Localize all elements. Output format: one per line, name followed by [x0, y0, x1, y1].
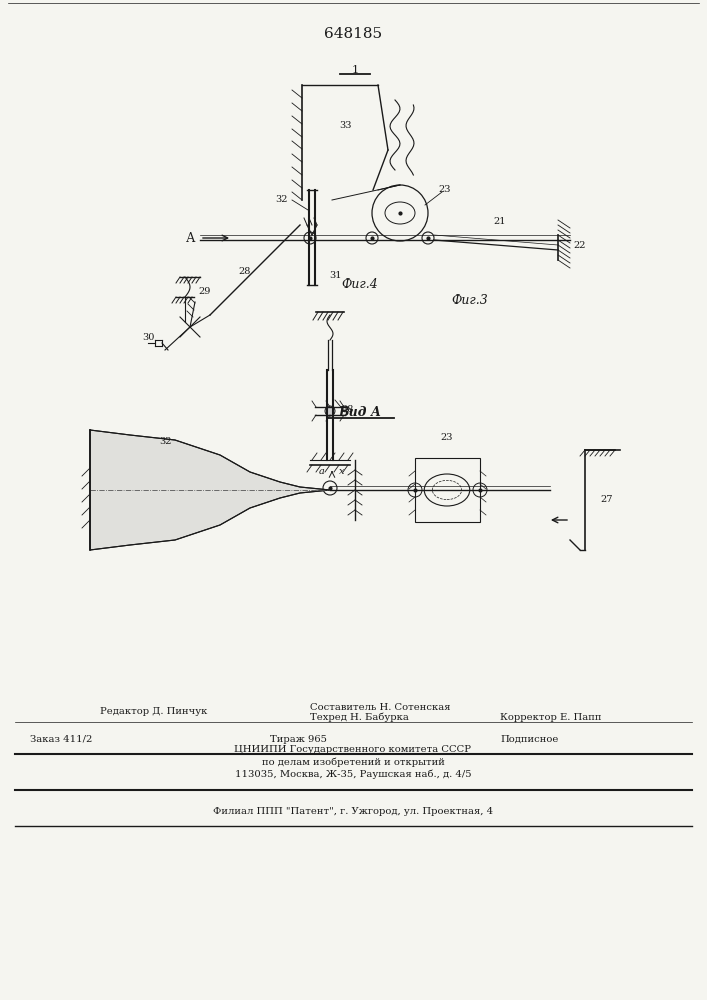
Text: 32: 32 — [159, 438, 171, 446]
Text: Корректор Е. Папп: Корректор Е. Папп — [500, 712, 602, 722]
Polygon shape — [90, 430, 330, 550]
Text: Подписное: Подписное — [500, 734, 559, 744]
Text: 33: 33 — [339, 120, 351, 129]
Text: Тираж 965: Тираж 965 — [270, 734, 327, 744]
Text: 29: 29 — [199, 288, 211, 296]
Text: Техред Н. Бабурка: Техред Н. Бабурка — [310, 712, 409, 722]
Text: 23: 23 — [440, 434, 453, 442]
Text: 32: 32 — [276, 196, 288, 205]
Text: Фиг.3: Фиг.3 — [452, 294, 489, 306]
Text: 1: 1 — [351, 65, 358, 75]
Text: a: a — [319, 468, 325, 477]
Circle shape — [325, 406, 335, 416]
Text: Вид А: Вид А — [339, 406, 382, 418]
Text: Составитель Н. Сотенская: Составитель Н. Сотенская — [310, 702, 450, 712]
Text: 27: 27 — [601, 495, 613, 504]
Text: 28: 28 — [341, 406, 354, 414]
Text: Заказ 411/2: Заказ 411/2 — [30, 734, 93, 744]
Text: 30: 30 — [142, 334, 154, 342]
Text: ЦНИИПИ Государственного комитета СССР: ЦНИИПИ Государственного комитета СССР — [235, 746, 472, 754]
Text: Фиг.4: Фиг.4 — [341, 278, 378, 292]
Text: 648185: 648185 — [324, 27, 382, 41]
Text: x: x — [339, 468, 345, 477]
Text: 21: 21 — [493, 218, 506, 227]
Text: А: А — [185, 232, 195, 244]
Bar — [415, 458, 480, 522]
Text: 22: 22 — [574, 240, 586, 249]
Text: Филиал ППП "Патент", г. Ужгород, ул. Проектная, 4: Филиал ППП "Патент", г. Ужгород, ул. Про… — [213, 808, 493, 816]
Text: 23: 23 — [439, 186, 451, 194]
Text: 31: 31 — [329, 270, 341, 279]
Text: 113035, Москва, Ж-35, Раушская наб., д. 4/5: 113035, Москва, Ж-35, Раушская наб., д. … — [235, 769, 472, 779]
Text: Редактор Д. Пинчук: Редактор Д. Пинчук — [100, 708, 207, 716]
Text: по делам изобретений и открытий: по делам изобретений и открытий — [262, 757, 445, 767]
Text: 28: 28 — [239, 267, 251, 276]
